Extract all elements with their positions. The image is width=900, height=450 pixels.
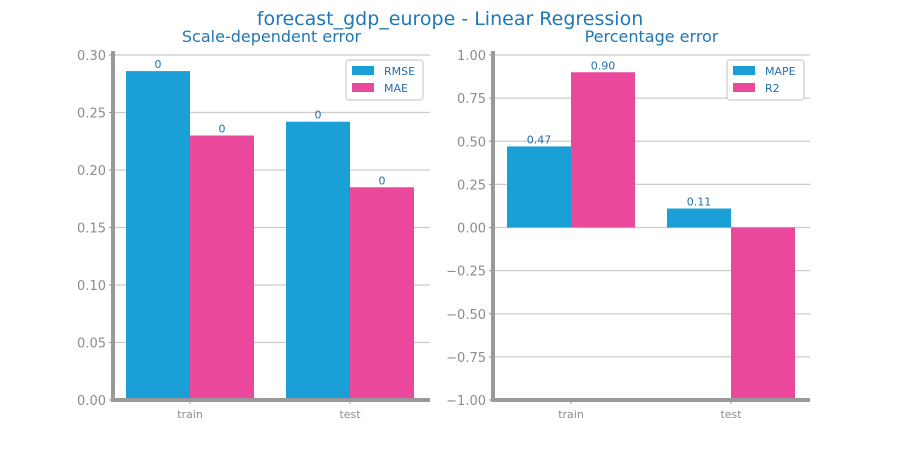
- legend-label: MAE: [384, 82, 408, 95]
- bar-mape-train: [507, 146, 571, 228]
- data-label: 0: [219, 123, 226, 136]
- y-tick-label: 0.30: [77, 49, 106, 64]
- x-tick-label: train: [177, 408, 203, 421]
- y-tick-label: 1.00: [457, 49, 486, 64]
- y-tick-label: 0.25: [457, 178, 486, 193]
- bar-rmse-train: [126, 71, 190, 400]
- legend-label: R2: [765, 82, 780, 95]
- legend: RMSE MAE: [345, 59, 424, 101]
- y-tick-label: −1.00: [446, 394, 486, 409]
- legend-swatch: [733, 66, 755, 75]
- y-tick-label: −0.50: [446, 308, 486, 323]
- data-label: 0: [155, 58, 162, 71]
- y-tick-label: 0.05: [77, 337, 106, 352]
- legend-label: RMSE: [384, 65, 415, 78]
- bar-r2-test: [731, 227, 795, 400]
- y-tick-label: 0.20: [77, 164, 106, 179]
- x-tick-label: test: [339, 408, 361, 421]
- figure-title: forecast_gdp_europe - Linear Regression: [257, 8, 643, 30]
- legend-label: MAPE: [765, 65, 796, 78]
- legend-swatch: [733, 83, 755, 92]
- x-tick-label: train: [558, 408, 584, 421]
- chart-panel-1: Scale-dependent error 0.00 0.05 0.10 0.15 0.2…: [77, 27, 430, 421]
- y-tick-label: 0.15: [77, 222, 106, 237]
- chart-title: Scale-dependent error: [182, 27, 362, 46]
- bar-mape-test: [667, 208, 731, 228]
- legend-swatch: [352, 83, 374, 92]
- bar-mae-train: [190, 135, 254, 400]
- legend: MAPE R2: [726, 59, 805, 101]
- data-label: 0.11: [687, 196, 712, 209]
- data-label: 0: [315, 109, 322, 122]
- y-tick-label: 0.00: [77, 394, 106, 409]
- y-tick-label: 0.00: [457, 222, 486, 237]
- y-tick-label: 0.25: [77, 107, 106, 122]
- bar-rmse-test: [286, 121, 350, 400]
- chart-panel-2: Percentage error −1.00 −0.75 −0.50 −0.25 0.00…: [446, 27, 810, 421]
- data-label: 0.47: [527, 133, 552, 146]
- data-label: 0.90: [591, 59, 616, 72]
- legend-swatch: [352, 66, 374, 75]
- y-tick-label: −0.75: [446, 351, 486, 366]
- chart-title: Percentage error: [585, 27, 719, 46]
- x-tick-label: test: [720, 408, 742, 421]
- y-tick-label: 0.10: [77, 279, 106, 294]
- y-tick-label: −0.25: [446, 265, 486, 280]
- y-tick-label: 0.75: [457, 92, 486, 107]
- y-tick-label: 0.50: [457, 135, 486, 150]
- bar-mae-test: [350, 187, 414, 400]
- data-label: 0: [379, 174, 386, 187]
- bar-r2-train: [571, 72, 635, 228]
